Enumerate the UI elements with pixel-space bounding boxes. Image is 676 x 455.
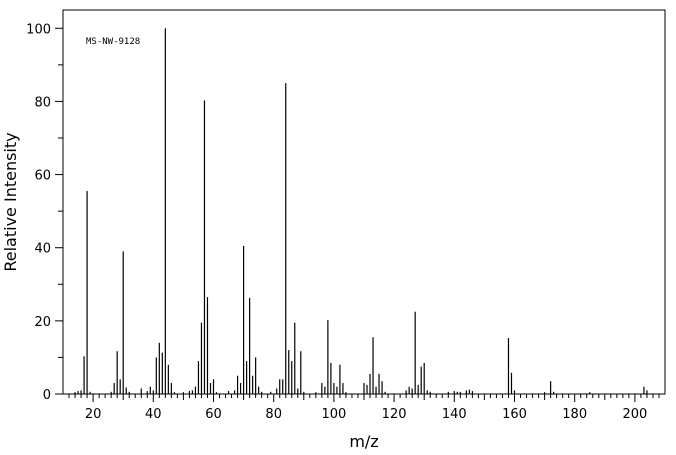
y-tick-label: 80 — [34, 95, 51, 110]
spectrum-annotation: MS-NW-9128 — [86, 37, 140, 47]
x-tick-label: 160 — [502, 407, 527, 422]
y-tick-label: 20 — [34, 315, 51, 330]
x-tick-label: 100 — [321, 407, 346, 422]
x-tick-label: 200 — [622, 407, 647, 422]
x-tick-label: 120 — [382, 407, 407, 422]
x-tick-label: 40 — [145, 407, 162, 422]
x-tick-label: 180 — [562, 407, 587, 422]
y-tick-label: 60 — [34, 169, 51, 184]
y-axis-title: Relative Intensity — [1, 132, 20, 271]
y-tick-label: 0 — [43, 388, 51, 403]
x-axis-ticks: 20 40 60 80 100 120 140 160 180 200 — [68, 394, 660, 422]
y-axis-ticks: 0 20 40 60 80 100 — [26, 22, 63, 403]
peak-bars — [74, 28, 648, 394]
x-tick-label: 20 — [85, 407, 102, 422]
x-tick-label: 80 — [265, 407, 282, 422]
plot-frame — [62, 9, 666, 395]
y-tick-label: 100 — [26, 22, 51, 37]
x-axis-title: m/z — [349, 432, 378, 451]
y-tick-label: 40 — [34, 242, 51, 257]
x-tick-label: 60 — [205, 407, 222, 422]
x-tick-label: 140 — [442, 407, 467, 422]
